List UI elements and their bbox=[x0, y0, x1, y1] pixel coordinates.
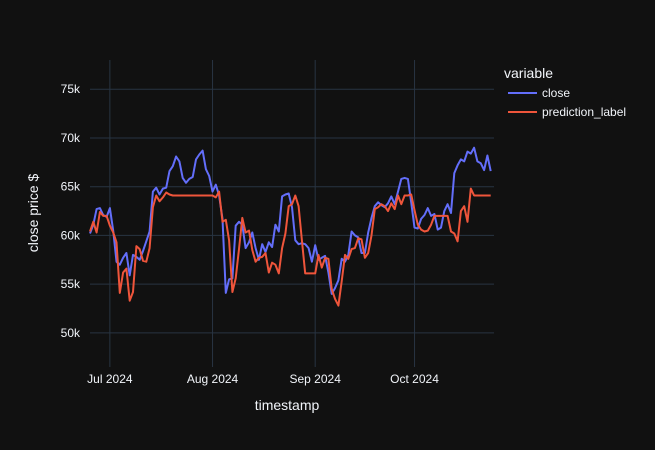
legend[interactable]: variable close prediction_label bbox=[504, 65, 626, 119]
y-tick-label: 60k bbox=[61, 228, 81, 242]
series-lines bbox=[89, 146, 492, 307]
y-tick-label: 55k bbox=[61, 277, 81, 291]
x-tick-label: Sep 2024 bbox=[289, 372, 341, 386]
series-line-prediction-label bbox=[89, 187, 491, 307]
y-axis-title: close price $ bbox=[25, 173, 41, 252]
legend-items: close prediction_label bbox=[508, 86, 626, 119]
y-tick-label: 50k bbox=[61, 326, 81, 340]
y-tick-label: 75k bbox=[61, 82, 81, 96]
legend-item-prediction-label[interactable]: prediction_label bbox=[508, 105, 626, 119]
x-tick-label: Oct 2024 bbox=[390, 372, 439, 386]
y-tick-label: 65k bbox=[61, 180, 81, 194]
legend-title: variable bbox=[504, 65, 553, 81]
legend-label: close bbox=[542, 86, 570, 100]
x-tick-label: Jul 2024 bbox=[87, 372, 133, 386]
x-tick-label: Aug 2024 bbox=[187, 372, 239, 386]
legend-label: prediction_label bbox=[542, 105, 626, 119]
y-tick-labels: 50k 55k 60k 65k 70k 75k bbox=[61, 82, 81, 340]
y-tick-label: 70k bbox=[61, 131, 81, 145]
x-tick-labels: Jul 2024 Aug 2024 Sep 2024 Oct 2024 bbox=[87, 372, 439, 386]
series-line-close bbox=[89, 146, 492, 295]
legend-item-close[interactable]: close bbox=[508, 86, 570, 100]
x-axis-title: timestamp bbox=[255, 397, 320, 413]
